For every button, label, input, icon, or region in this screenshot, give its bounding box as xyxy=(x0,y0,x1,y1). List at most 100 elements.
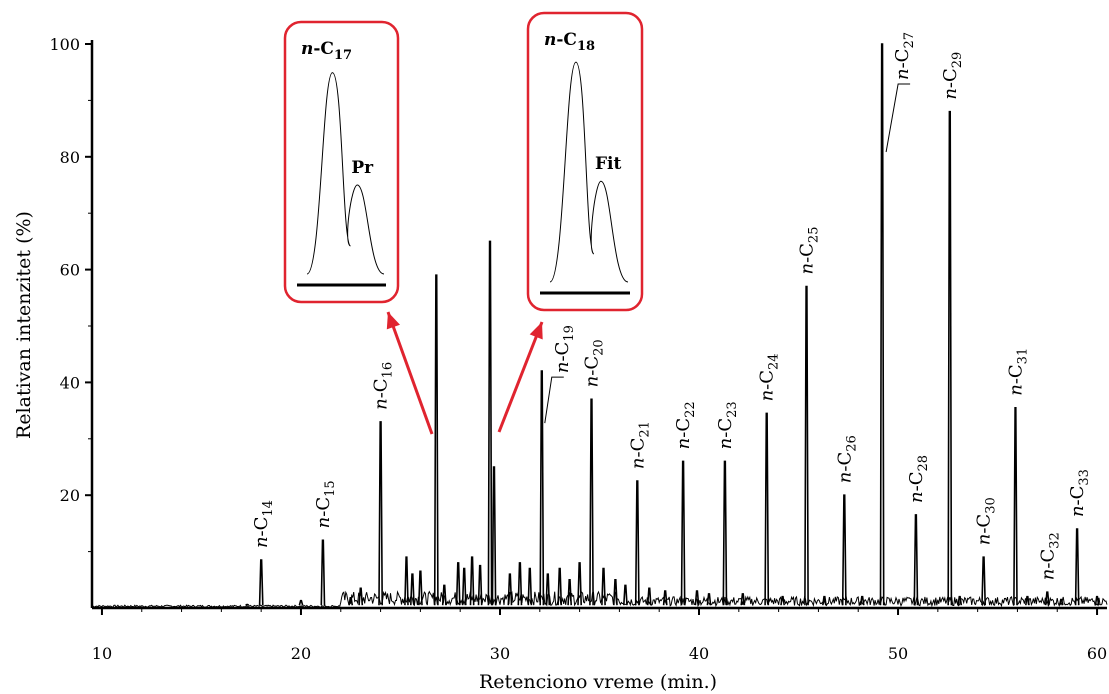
peak-label-c27: n-C27 xyxy=(892,32,917,80)
x-tick-label: 60 xyxy=(1087,644,1107,663)
minor-peak xyxy=(348,597,354,606)
peak-label-c21: n-C21 xyxy=(627,421,652,469)
minor-peak xyxy=(1094,595,1100,606)
peak xyxy=(1013,407,1018,606)
y-tick-label: 80 xyxy=(60,148,80,167)
inset-18: n-C18 Fit xyxy=(526,11,644,312)
peak xyxy=(433,274,439,606)
inset-peak-label: Pr xyxy=(351,158,374,178)
minor-peak xyxy=(577,562,582,606)
inset-trace xyxy=(549,61,629,283)
inset-title: n-C17 xyxy=(301,39,352,63)
peak-label-c32: n-C32 xyxy=(1037,532,1062,580)
peak xyxy=(947,110,953,606)
peak-label-c29: n-C29 xyxy=(940,52,965,100)
baseline-noise xyxy=(91,590,1108,608)
label-leader-line xyxy=(544,376,564,424)
minor-peak xyxy=(567,579,572,606)
y-tick-label: 40 xyxy=(60,373,80,392)
minor-peak xyxy=(404,556,409,606)
inset-peak-label: Fit xyxy=(595,154,622,174)
axes: 10 20 30 40 50 60 20 40 60 80 100 xyxy=(49,35,1107,663)
minor-peak xyxy=(441,584,447,606)
minor-peak xyxy=(646,587,652,606)
zoom-arrow xyxy=(386,311,434,435)
minor-peak xyxy=(455,562,461,606)
peak xyxy=(320,539,326,606)
peak xyxy=(589,398,594,606)
minor-peak xyxy=(601,567,606,606)
peak xyxy=(1074,528,1080,606)
minor-peak xyxy=(694,590,700,606)
minor-peak xyxy=(1025,595,1030,606)
minor-peak xyxy=(957,595,963,606)
minor-peak xyxy=(740,593,746,606)
peak-label-c30: n-C30 xyxy=(974,497,999,545)
chromatogram-trace xyxy=(91,43,1108,608)
minor-peak xyxy=(410,573,415,606)
peak-label-c33: n-C33 xyxy=(1067,469,1092,517)
minor-peak xyxy=(477,564,483,606)
peak-label-c23: n-C23 xyxy=(715,401,740,449)
peak xyxy=(879,43,885,606)
peak xyxy=(634,480,640,606)
x-tick-label: 50 xyxy=(888,644,908,663)
minor-peak xyxy=(527,567,533,606)
minor-peak xyxy=(557,567,563,606)
peak xyxy=(680,460,686,606)
zoom-arrow-head xyxy=(386,312,400,330)
minor-peak xyxy=(517,562,523,606)
minor-peak xyxy=(469,556,475,606)
minor-peak xyxy=(623,584,628,606)
minor-peak xyxy=(298,599,304,606)
peak xyxy=(539,370,545,606)
peak-label-c22: n-C22 xyxy=(673,401,698,449)
x-tick-label: 40 xyxy=(689,644,709,663)
x-tick-label: 20 xyxy=(291,644,311,663)
peak xyxy=(804,285,809,606)
peak-label-c16: n-C16 xyxy=(371,362,396,410)
minor-peak xyxy=(780,595,785,606)
peak-label-c28: n-C28 xyxy=(906,455,931,503)
minor-peak xyxy=(507,573,513,606)
peak-label-c25: n-C25 xyxy=(796,227,821,275)
x-axis-title: Retenciono vreme (min.) xyxy=(479,671,717,693)
insets: n-C17 Pr n-C18 Fit xyxy=(283,11,644,435)
inset-title: n-C18 xyxy=(544,30,595,54)
inset-17: n-C17 Pr xyxy=(283,20,400,304)
inset-trace xyxy=(306,72,385,275)
peak-label-c19: n-C19 xyxy=(552,325,577,373)
inset-frame xyxy=(526,11,644,312)
minor-peak xyxy=(822,595,827,606)
minor-peak xyxy=(545,573,551,606)
minor-peak xyxy=(358,587,364,606)
peak xyxy=(1044,591,1050,606)
peak xyxy=(981,556,986,606)
peak xyxy=(258,559,264,606)
minor-peak xyxy=(245,603,250,606)
x-tick-label: 30 xyxy=(490,644,510,663)
peak-label-c15: n-C15 xyxy=(313,480,338,528)
zoom-arrow-head xyxy=(529,322,543,340)
peak-label-c14: n-C14 xyxy=(251,500,276,548)
peak xyxy=(378,421,383,606)
peak-label-c20: n-C20 xyxy=(582,339,607,387)
peak xyxy=(722,460,728,606)
minor-peak xyxy=(859,595,865,606)
inset-frame xyxy=(283,20,400,304)
peak xyxy=(764,412,770,606)
peak xyxy=(841,494,847,606)
zoom-arrow xyxy=(497,321,544,433)
peak-label-c26: n-C26 xyxy=(834,435,859,483)
y-axis-title: Relativan intenzitet (%) xyxy=(13,211,35,439)
y-tick-label: 60 xyxy=(60,261,80,280)
minor-peak xyxy=(418,570,423,606)
y-tick-label: 20 xyxy=(60,486,80,505)
label-leader-line xyxy=(885,83,911,153)
y-tick-label: 100 xyxy=(49,35,80,54)
minor-peak xyxy=(613,579,618,606)
peak-label-c31: n-C31 xyxy=(1005,348,1030,396)
minor-peak xyxy=(491,466,497,606)
minor-peak xyxy=(662,590,668,606)
